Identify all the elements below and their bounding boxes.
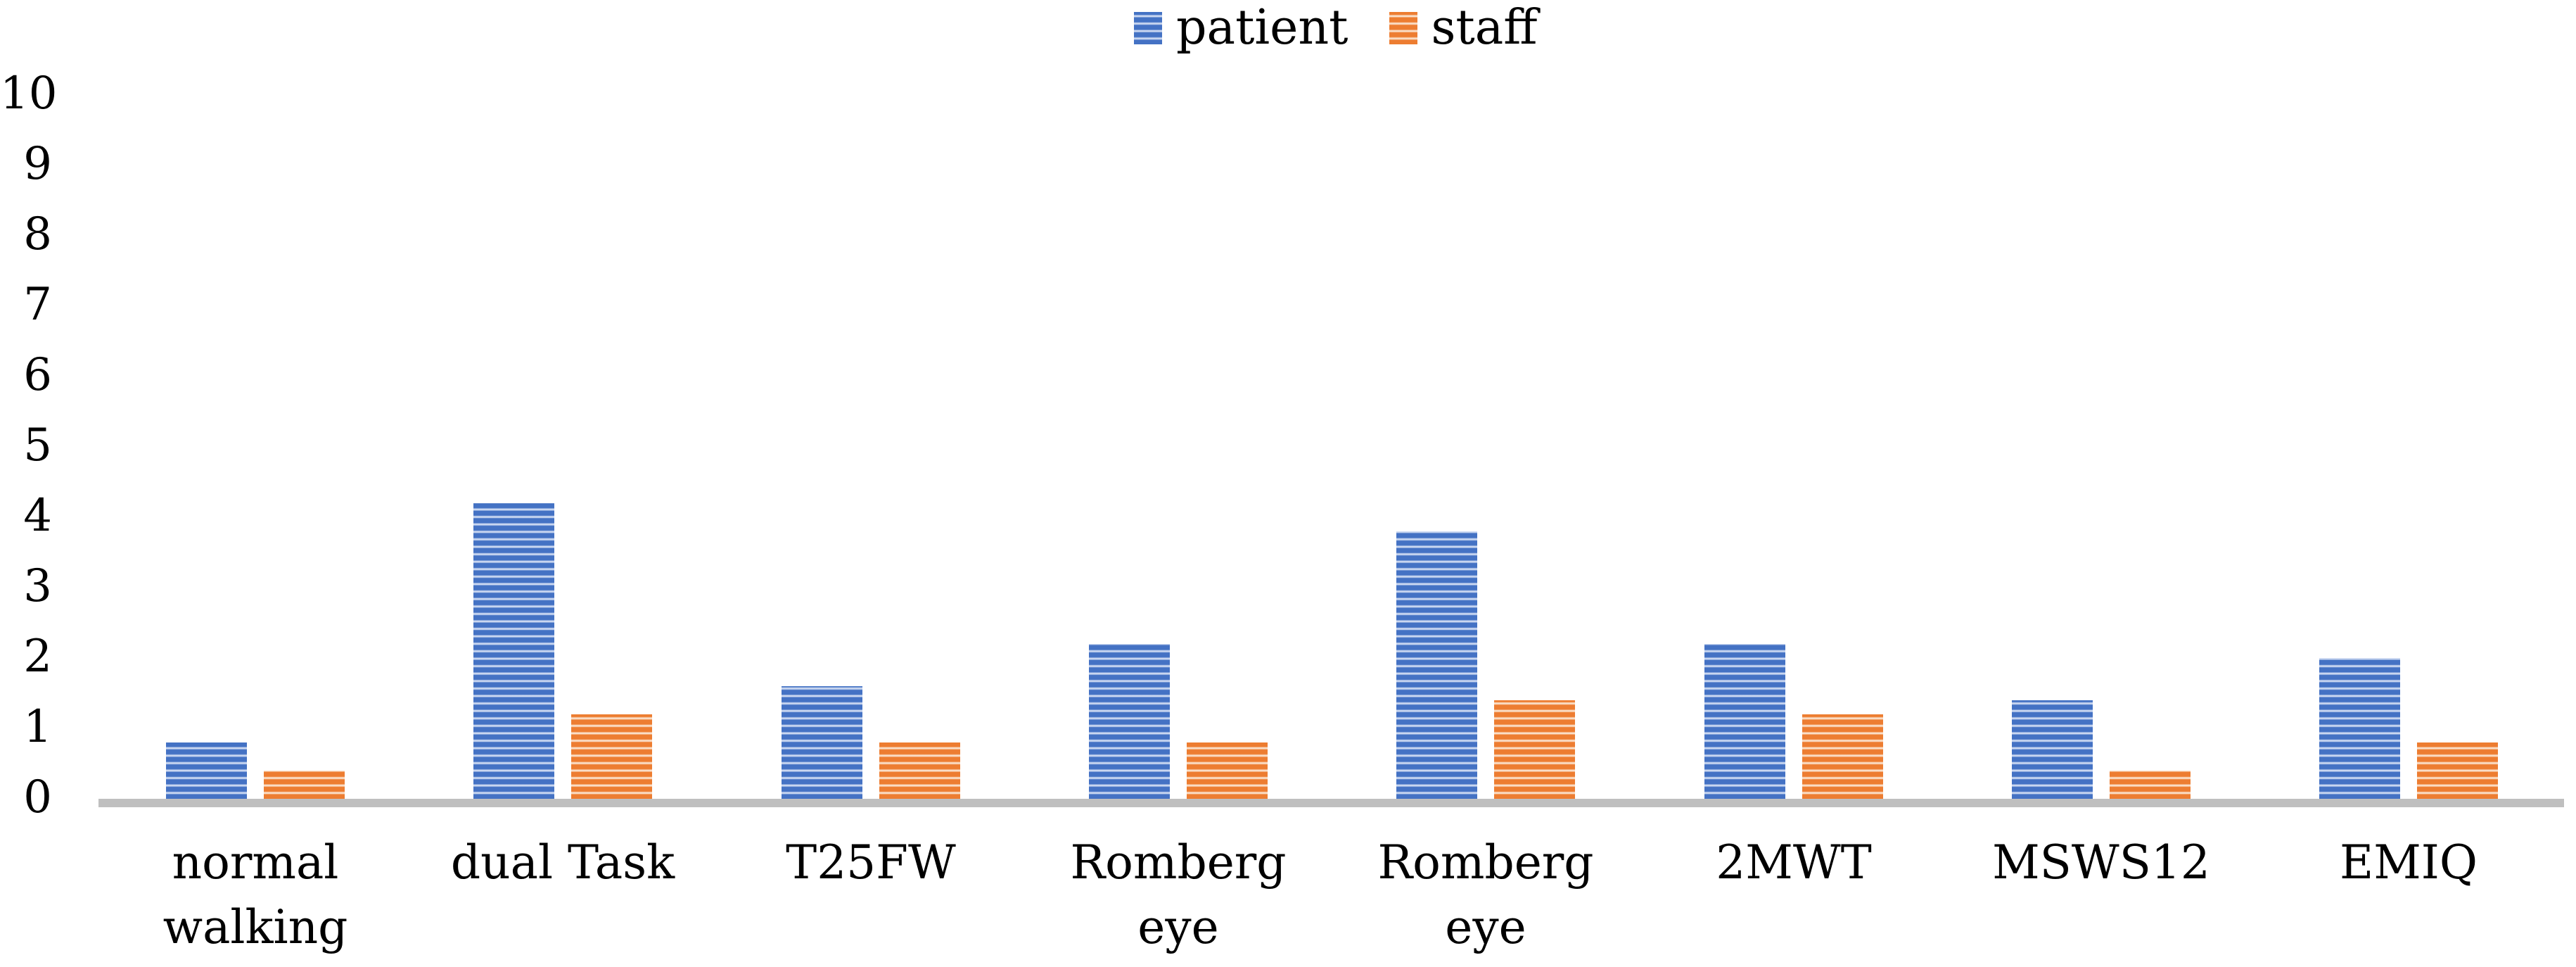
bar-staff <box>2110 771 2191 799</box>
bar-staff <box>1187 742 1268 799</box>
bar-patient <box>1089 644 1170 799</box>
legend-item-staff: staff <box>1389 4 1538 52</box>
y-tick-label: 7 <box>23 279 52 331</box>
legend: patient staff <box>1134 4 1538 52</box>
bar-patient <box>473 503 554 799</box>
y-tick-label: 10 <box>0 68 58 120</box>
bar-patient <box>2319 658 2400 799</box>
category-label: MSWS12 <box>1992 835 2210 890</box>
bar-patient <box>782 686 862 799</box>
category-label: T25FW <box>786 835 956 890</box>
legend-label-patient: patient <box>1176 0 1348 56</box>
bar-staff <box>1494 700 1575 799</box>
y-tick-label: 4 <box>23 490 52 542</box>
y-tick-label: 8 <box>23 208 52 260</box>
legend-label-staff: staff <box>1431 0 1538 56</box>
y-tick-label: 3 <box>23 560 52 612</box>
y-tick-label: 5 <box>23 419 52 472</box>
bar-staff <box>264 771 345 799</box>
legend-item-patient: patient <box>1134 4 1348 52</box>
x-axis-baseline <box>98 799 2564 807</box>
bar-patient <box>2012 700 2093 799</box>
category-label: dual Task <box>450 835 675 890</box>
y-tick-label: 9 <box>23 138 52 190</box>
bar-staff <box>879 742 960 799</box>
bar-patient <box>1704 644 1785 799</box>
category-label: Romberg eye close <box>1377 835 1594 967</box>
bar-patient <box>166 742 247 799</box>
staff-series-swatch-icon <box>1389 12 1417 44</box>
y-tick-label: 2 <box>23 631 52 683</box>
patient-series-swatch-icon <box>1134 12 1162 44</box>
category-label: EMIQ <box>2340 835 2478 890</box>
bar-patient <box>1396 531 1477 799</box>
bar-staff <box>2417 742 2498 799</box>
bar-staff <box>571 714 652 799</box>
y-tick-label: 1 <box>23 701 52 753</box>
category-label: normal walking <box>162 835 348 954</box>
bar-staff <box>1802 714 1883 799</box>
category-label: Romberg eye open <box>1070 835 1287 967</box>
category-label: 2MWT <box>1716 835 1872 890</box>
y-tick-label: 6 <box>23 349 52 401</box>
y-tick-label: 0 <box>23 771 52 823</box>
